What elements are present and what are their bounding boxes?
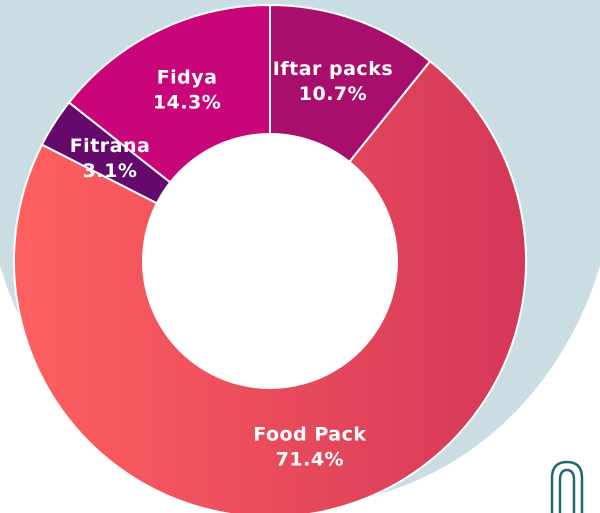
donut-hole (142, 133, 398, 389)
slice-name: Fidya (157, 67, 218, 89)
slice-value: 10.7% (299, 83, 367, 105)
slice-name: Food Pack (253, 423, 366, 445)
slice-name: Iftar packs (273, 58, 393, 80)
logo-icon (550, 460, 584, 513)
slice-name: Fitrana (70, 135, 151, 157)
slice-value: 14.3% (153, 92, 221, 114)
slice-value: 71.4% (276, 448, 344, 470)
slice-value: 3.1% (83, 160, 138, 182)
labels: Iftar packs 10.7% Food Pack 71.4% Fitrana 3.1… (70, 58, 393, 470)
